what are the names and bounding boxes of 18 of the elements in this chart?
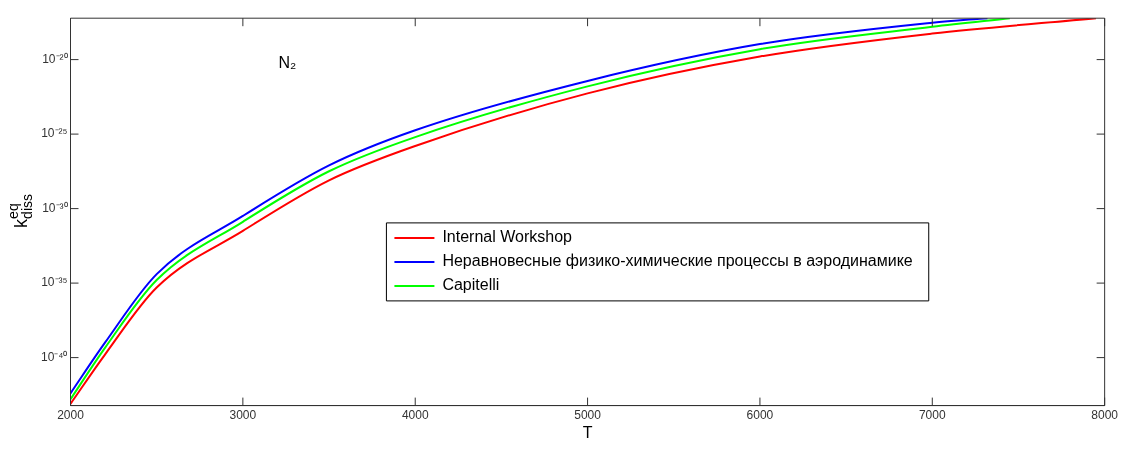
x-tick-label: 3000 [229,408,257,423]
y-tick-label: 10⁻²⁰ [42,51,68,66]
y-axis-title: keqdiss [5,193,35,228]
x-tick-label: 6000 [746,408,774,423]
y-tick-label: 10⁻³⁵ [41,275,68,290]
y-tick-label: 10⁻²⁵ [41,126,68,141]
x-tick-label: 2000 [57,408,85,423]
legend-label: Неравновесные физико-химические процессы в аэродинамике [442,252,913,270]
y-tick-label: 10⁻³⁰ [42,200,68,215]
x-axis-title: T [582,423,593,441]
annotation: N₂ [278,54,297,72]
x-tick-label: 5000 [574,408,602,423]
x-tick-label: 8000 [1091,408,1119,423]
legend-label: Internal Workshop [442,228,573,246]
legend-label: Capitelli [442,276,500,294]
x-tick-label: 7000 [918,408,946,423]
y-tick-label: 10⁻⁴⁰ [40,349,68,364]
x-tick-label: 4000 [401,408,429,423]
